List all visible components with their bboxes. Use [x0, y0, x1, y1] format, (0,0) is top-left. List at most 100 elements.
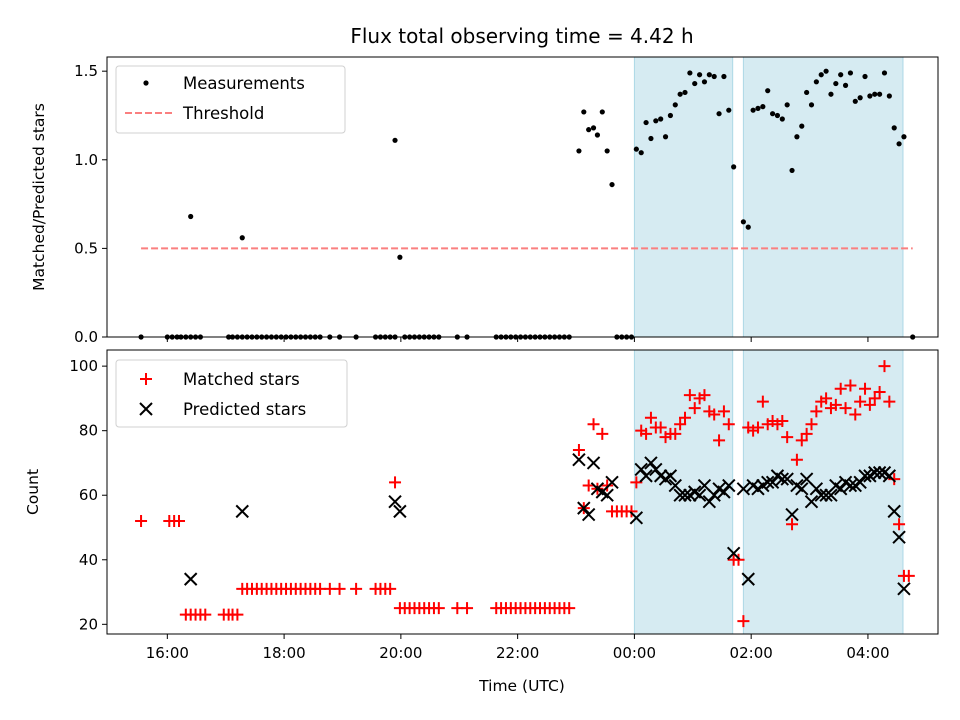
y-tick-label: 0.0: [74, 328, 98, 346]
measurements-point: [838, 72, 844, 78]
predicted-stars-point: [605, 475, 619, 490]
matched-stars-point: [674, 418, 687, 431]
predicted-stars-point: [882, 469, 897, 483]
predicted-stars-point: [785, 507, 799, 522]
matched-stars-point: [868, 392, 881, 405]
matched-stars-point: [820, 392, 833, 405]
matched-stars-point: [732, 553, 745, 566]
matched-stars-point: [644, 411, 657, 424]
measurements-point: [576, 148, 582, 154]
predicted-stars-point: [736, 482, 751, 496]
matched-stars-point: [640, 427, 653, 440]
x-tick-label: 16:00: [146, 644, 189, 662]
measurements-point: [643, 119, 649, 126]
legend-marker-predicted-stars: [139, 402, 153, 416]
predicted-stars-point: [795, 482, 809, 496]
ratio-legend: Measurements Threshold: [115, 65, 346, 134]
predicted-stars-point: [765, 475, 780, 490]
y-tick-label: 40: [79, 551, 98, 569]
measurements-point: [392, 137, 398, 143]
measurements-point: [711, 73, 717, 80]
chart-title: Flux total observing time = 4.42 h: [350, 24, 693, 48]
measurements-point: [852, 98, 858, 104]
predicted-stars-point: [707, 488, 721, 502]
legend-label-threshold: Threshold: [182, 104, 264, 123]
measurements-point: [239, 235, 245, 241]
measurements-point: [784, 102, 790, 108]
measurements-point: [891, 125, 897, 131]
measurements-point: [779, 116, 785, 122]
predicted-stars-point: [644, 456, 658, 470]
matched-stars-point: [461, 602, 474, 615]
measurements-point: [833, 80, 839, 87]
measurements-point: [648, 135, 654, 142]
matched-stars-point: [849, 408, 862, 421]
matched-stars-point: [231, 608, 244, 621]
measurements-point: [696, 72, 703, 78]
predicted-stars-point: [678, 488, 692, 502]
matched-stars-point: [786, 518, 799, 531]
matched-stars-point: [669, 427, 682, 440]
predicted-stars-point: [853, 475, 867, 490]
measurements-point: [755, 105, 761, 111]
measurements-point: [731, 164, 737, 170]
matched-stars-point: [389, 476, 402, 489]
predicted-stars-point: [897, 582, 911, 596]
matched-stars-point: [781, 431, 794, 444]
ratio-panel: 0.0 0.5 1.0 1.5 Matched/Predicted stars Mea…: [30, 56, 939, 346]
matched-stars-point: [863, 398, 876, 411]
matched-stars-point: [563, 602, 576, 615]
matched-stars-point: [888, 473, 901, 486]
matched-stars-point: [679, 411, 692, 424]
measurements-point: [813, 79, 819, 85]
measurements-point: [877, 91, 883, 97]
matched-stars-point: [805, 418, 818, 431]
ratio-y-axis-label: Matched/Predicted stars: [30, 103, 48, 291]
y-tick-label: 60: [79, 486, 98, 504]
matched-stars-point: [596, 427, 609, 440]
matched-stars-point: [717, 405, 730, 418]
predicted-stars-point: [639, 469, 653, 483]
measurements-point: [847, 70, 854, 76]
y-tick-label: 1.5: [74, 62, 98, 80]
y-tick-label: 0.5: [74, 239, 98, 257]
measurements-point: [828, 91, 834, 97]
count-legend: Matched stars Predicted stars: [115, 359, 348, 428]
measurements-point: [662, 134, 669, 140]
legend-label-predicted-stars: Predicted stars: [183, 400, 306, 419]
matched-stars-point: [839, 402, 852, 415]
count-panel-frame: [106, 349, 939, 635]
measurements-point: [721, 73, 727, 80]
matched-stars-point: [625, 505, 638, 518]
predicted-stars-point: [702, 494, 717, 509]
predicted-stars-point: [741, 572, 755, 586]
measurements-point: [682, 89, 688, 96]
predicted-stars-point: [892, 530, 906, 544]
matched-stars-point: [654, 421, 667, 434]
predicted-stars-point: [577, 501, 591, 515]
predicted-stars-point: [887, 504, 901, 519]
measurements-point: [672, 102, 678, 108]
matched-stars-point: [883, 395, 896, 408]
matched-stars-point: [572, 444, 585, 457]
ratio-legend-box: [115, 65, 346, 134]
observing-interval-2: [742, 56, 904, 338]
x-tick-label: 20:00: [379, 644, 422, 662]
predicted-stars-point: [726, 546, 741, 561]
measurements-point: [794, 134, 800, 140]
predicted-stars-point: [586, 456, 601, 470]
matched-stars-point: [587, 418, 600, 431]
measurements-point: [586, 127, 592, 133]
predicted-stars-point: [692, 488, 707, 502]
measurements-point: [726, 107, 732, 113]
measurements-point: [857, 95, 863, 101]
matched-stars-point: [751, 421, 764, 434]
matched-stars-point: [135, 515, 148, 528]
x-tick-label: 04:00: [846, 644, 889, 662]
x-tick-label: 22:00: [496, 644, 539, 662]
predicted-stars-point: [824, 488, 838, 502]
predicted-stars-point: [761, 475, 775, 490]
measurements-point: [677, 91, 683, 97]
observing-interval-1: [633, 56, 734, 338]
